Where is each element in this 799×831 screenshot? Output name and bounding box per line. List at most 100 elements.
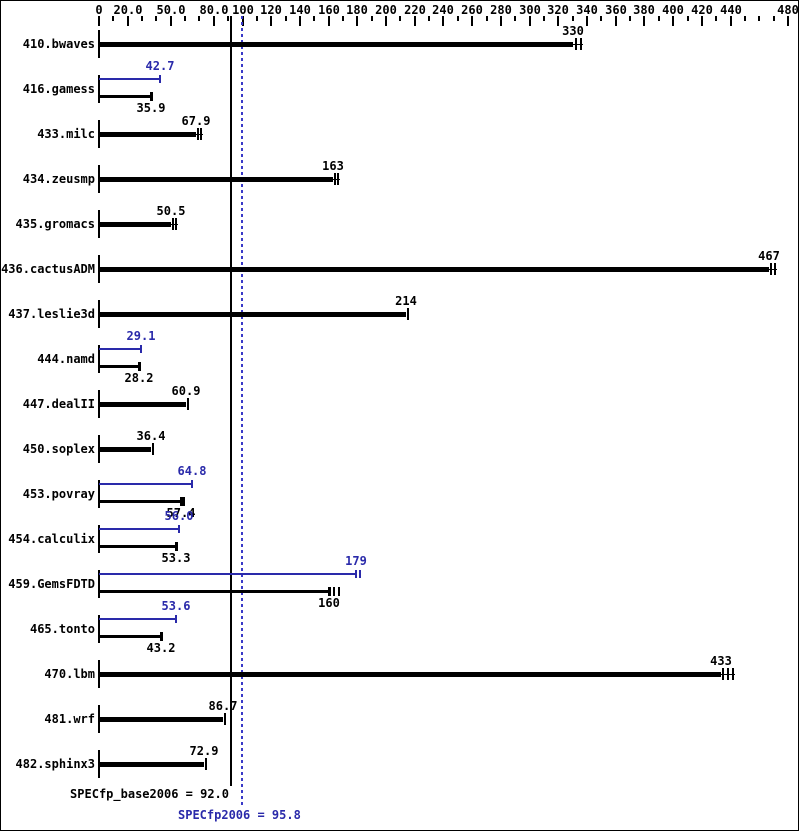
- run-tick-base: [338, 587, 340, 596]
- axis-tick-label: 340: [576, 3, 598, 17]
- benchmark-name: 482.sphinx3: [15, 757, 95, 771]
- axis-tick-label: 20.0: [113, 3, 143, 17]
- bar-base: [99, 635, 161, 638]
- value-label-peak: 56.0: [164, 509, 194, 523]
- run-tick-base: [183, 497, 185, 506]
- run-tick-base: [175, 542, 178, 551]
- bar-peak: [99, 573, 356, 575]
- value-label-base: 467: [758, 249, 780, 263]
- axis-minor-tick: [457, 16, 459, 21]
- axis-tick-label: 420: [691, 3, 713, 17]
- base-mean-line: [230, 16, 232, 786]
- run-tick: [205, 758, 207, 770]
- bar-base: [99, 312, 406, 317]
- axis-minor-tick: [399, 16, 401, 21]
- axis-tick-label: 240: [432, 3, 454, 17]
- run-tick-connector: [721, 674, 735, 675]
- run-tick-connector: [769, 269, 777, 270]
- axis-minor-tick: [342, 16, 344, 21]
- axis-minor-tick: [371, 16, 373, 21]
- benchmark-name: 447.dealII: [22, 397, 95, 411]
- peak-mean-line: [241, 16, 243, 808]
- value-label-peak: 29.1: [126, 329, 156, 343]
- axis-major-tick: [242, 16, 244, 26]
- benchmark-name: 416.gamess: [22, 82, 95, 96]
- axis-minor-tick: [715, 16, 717, 21]
- axis-major-tick: [701, 16, 703, 26]
- run-tick-base: [328, 587, 331, 596]
- axis-tick-label: 320: [547, 3, 569, 17]
- axis-tick-label: 480: [777, 3, 799, 17]
- bar-base: [99, 590, 329, 593]
- benchmark-name: 454.calculix: [8, 532, 95, 546]
- bar-base: [99, 447, 151, 452]
- axis-major-tick: [442, 16, 444, 26]
- axis-major-tick: [385, 16, 387, 26]
- axis-major-tick: [213, 16, 215, 26]
- axis-tick-label: 100: [232, 3, 254, 17]
- axis-tick-label: 160: [318, 3, 340, 17]
- value-label-base: 28.2: [124, 371, 154, 385]
- bar-base: [99, 365, 139, 368]
- axis-minor-tick: [256, 16, 258, 21]
- axis-minor-tick: [744, 16, 746, 21]
- axis-minor-tick: [600, 16, 602, 21]
- x-axis: 0 20.0 50.0 80.0 100 120 140 160 180 200 220 240 260…: [1, 1, 799, 27]
- row-axis-stub: [98, 615, 100, 643]
- row-axis-stub: [98, 480, 100, 508]
- axis-minor-tick: [572, 16, 574, 21]
- benchmark-name: 444.namd: [37, 352, 95, 366]
- axis-tick-label: 0: [95, 3, 103, 17]
- benchmark-name: 450.soplex: [22, 442, 95, 456]
- axis-tick-label: 120: [260, 3, 282, 17]
- run-tick: [187, 398, 189, 410]
- base-summary-text: SPECfp_base2006 = 92.0: [70, 787, 229, 801]
- axis-tick-label: 80.0: [199, 3, 229, 17]
- axis-minor-tick: [112, 16, 114, 21]
- value-label-peak: 53.6: [161, 599, 191, 613]
- axis-minor-tick: [428, 16, 430, 21]
- axis-minor-tick: [514, 16, 516, 21]
- row-axis-stub: [98, 345, 100, 373]
- axis-minor-tick: [198, 16, 200, 21]
- value-label-base: 67.9: [181, 114, 211, 128]
- bar-base: [99, 132, 196, 137]
- row-axis-stub: [98, 75, 100, 103]
- run-tick-peak: [175, 615, 177, 623]
- run-tick-connector: [333, 179, 340, 180]
- bar-peak: [99, 483, 192, 485]
- axis-minor-tick: [543, 16, 545, 21]
- value-label-base: 433: [710, 654, 732, 668]
- axis-minor-tick: [227, 16, 229, 21]
- benchmark-name: 435.gromacs: [15, 217, 95, 231]
- axis-minor-tick: [629, 16, 631, 21]
- axis-tick-label: 200: [375, 3, 397, 17]
- axis-major-tick: [730, 16, 732, 26]
- bar-peak: [99, 78, 160, 80]
- benchmark-name: 436.cactusADM: [1, 262, 95, 276]
- run-tick-connector: [171, 224, 178, 225]
- run-tick-base: [150, 92, 153, 101]
- run-tick-base: [333, 587, 335, 596]
- axis-major-tick: [270, 16, 272, 26]
- value-label-peak: 179: [345, 554, 367, 568]
- axis-tick-label: 400: [662, 3, 684, 17]
- value-label-base: 53.3: [161, 551, 191, 565]
- run-tick-peak: [140, 345, 142, 353]
- run-tick-peak: [191, 480, 193, 488]
- bar-base: [99, 177, 333, 182]
- axis-tick-label: 140: [289, 3, 311, 17]
- axis-tick-label: 380: [633, 3, 655, 17]
- bar-peak: [99, 618, 176, 620]
- run-tick-peak: [159, 75, 161, 83]
- bar-base: [99, 95, 151, 98]
- value-label-peak: 64.8: [177, 464, 207, 478]
- value-label-base: 43.2: [146, 641, 176, 655]
- axis-major-tick: [529, 16, 531, 26]
- axis-major-tick: [328, 16, 330, 26]
- bar-base: [99, 222, 171, 227]
- axis-major-tick: [672, 16, 674, 26]
- value-label-base: 57.4: [166, 506, 196, 520]
- axis-minor-tick: [313, 16, 315, 21]
